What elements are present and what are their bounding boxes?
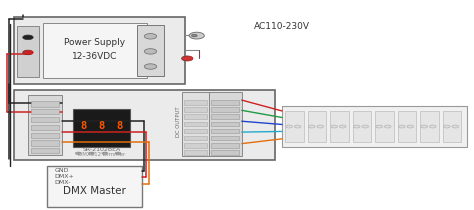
Circle shape — [144, 34, 156, 39]
Circle shape — [452, 125, 458, 128]
FancyBboxPatch shape — [31, 140, 59, 146]
Circle shape — [115, 152, 121, 155]
Text: DC OUTPUT: DC OUTPUT — [176, 106, 181, 137]
FancyBboxPatch shape — [330, 111, 349, 142]
Circle shape — [407, 125, 413, 128]
FancyBboxPatch shape — [353, 111, 371, 142]
Text: DMX512 Dimmer: DMX512 Dimmer — [78, 152, 126, 157]
FancyBboxPatch shape — [31, 148, 59, 153]
FancyBboxPatch shape — [211, 150, 239, 155]
FancyBboxPatch shape — [14, 17, 185, 84]
Circle shape — [331, 125, 337, 128]
Circle shape — [376, 125, 383, 128]
FancyBboxPatch shape — [211, 122, 239, 126]
FancyBboxPatch shape — [420, 111, 439, 142]
Circle shape — [429, 125, 436, 128]
Text: SR-2102BEA: SR-2102BEA — [83, 147, 121, 152]
Circle shape — [294, 125, 301, 128]
Text: 12-36VDC: 12-36VDC — [72, 52, 118, 62]
Text: 8: 8 — [80, 121, 87, 131]
FancyBboxPatch shape — [28, 94, 62, 155]
FancyBboxPatch shape — [14, 90, 275, 160]
FancyBboxPatch shape — [184, 122, 207, 126]
FancyBboxPatch shape — [47, 166, 142, 207]
Text: 8: 8 — [116, 121, 123, 131]
Circle shape — [317, 125, 323, 128]
Circle shape — [308, 125, 315, 128]
Circle shape — [182, 56, 193, 61]
FancyBboxPatch shape — [31, 125, 59, 130]
FancyBboxPatch shape — [308, 111, 326, 142]
FancyBboxPatch shape — [184, 150, 207, 155]
FancyBboxPatch shape — [211, 100, 239, 105]
FancyBboxPatch shape — [209, 92, 242, 156]
FancyBboxPatch shape — [443, 111, 461, 142]
FancyBboxPatch shape — [211, 143, 239, 148]
FancyBboxPatch shape — [17, 26, 39, 77]
FancyBboxPatch shape — [211, 129, 239, 133]
FancyBboxPatch shape — [73, 109, 130, 147]
Circle shape — [75, 152, 81, 155]
Text: DMX+: DMX+ — [55, 174, 74, 179]
FancyBboxPatch shape — [43, 23, 147, 78]
Text: DMX Master: DMX Master — [64, 186, 126, 196]
FancyBboxPatch shape — [184, 114, 207, 119]
FancyBboxPatch shape — [285, 111, 304, 142]
FancyBboxPatch shape — [184, 143, 207, 148]
Circle shape — [189, 32, 204, 39]
Circle shape — [421, 125, 428, 128]
FancyBboxPatch shape — [137, 25, 164, 76]
Text: GND: GND — [55, 168, 69, 173]
FancyBboxPatch shape — [31, 133, 59, 138]
Circle shape — [144, 49, 156, 54]
FancyBboxPatch shape — [375, 111, 394, 142]
FancyBboxPatch shape — [211, 107, 239, 112]
Text: Power Supply: Power Supply — [64, 38, 125, 47]
Circle shape — [191, 34, 197, 37]
Circle shape — [286, 125, 292, 128]
Circle shape — [444, 125, 450, 128]
Circle shape — [362, 125, 368, 128]
FancyBboxPatch shape — [211, 136, 239, 140]
Circle shape — [23, 35, 33, 40]
Circle shape — [339, 125, 346, 128]
FancyBboxPatch shape — [211, 114, 239, 119]
Circle shape — [89, 152, 94, 155]
FancyBboxPatch shape — [31, 109, 59, 114]
Circle shape — [23, 50, 33, 55]
FancyBboxPatch shape — [31, 101, 59, 107]
FancyBboxPatch shape — [184, 136, 207, 140]
FancyBboxPatch shape — [184, 129, 207, 133]
Text: 8: 8 — [98, 121, 105, 131]
Circle shape — [144, 64, 156, 69]
Circle shape — [353, 125, 360, 128]
Circle shape — [102, 152, 108, 155]
FancyBboxPatch shape — [184, 107, 207, 112]
Text: AC110-230V: AC110-230V — [254, 22, 310, 31]
FancyBboxPatch shape — [184, 100, 207, 105]
Text: DMX-: DMX- — [55, 180, 71, 185]
FancyBboxPatch shape — [31, 117, 59, 122]
Circle shape — [398, 125, 405, 128]
FancyBboxPatch shape — [182, 92, 209, 156]
Circle shape — [384, 125, 391, 128]
FancyBboxPatch shape — [282, 106, 467, 147]
FancyBboxPatch shape — [398, 111, 416, 142]
